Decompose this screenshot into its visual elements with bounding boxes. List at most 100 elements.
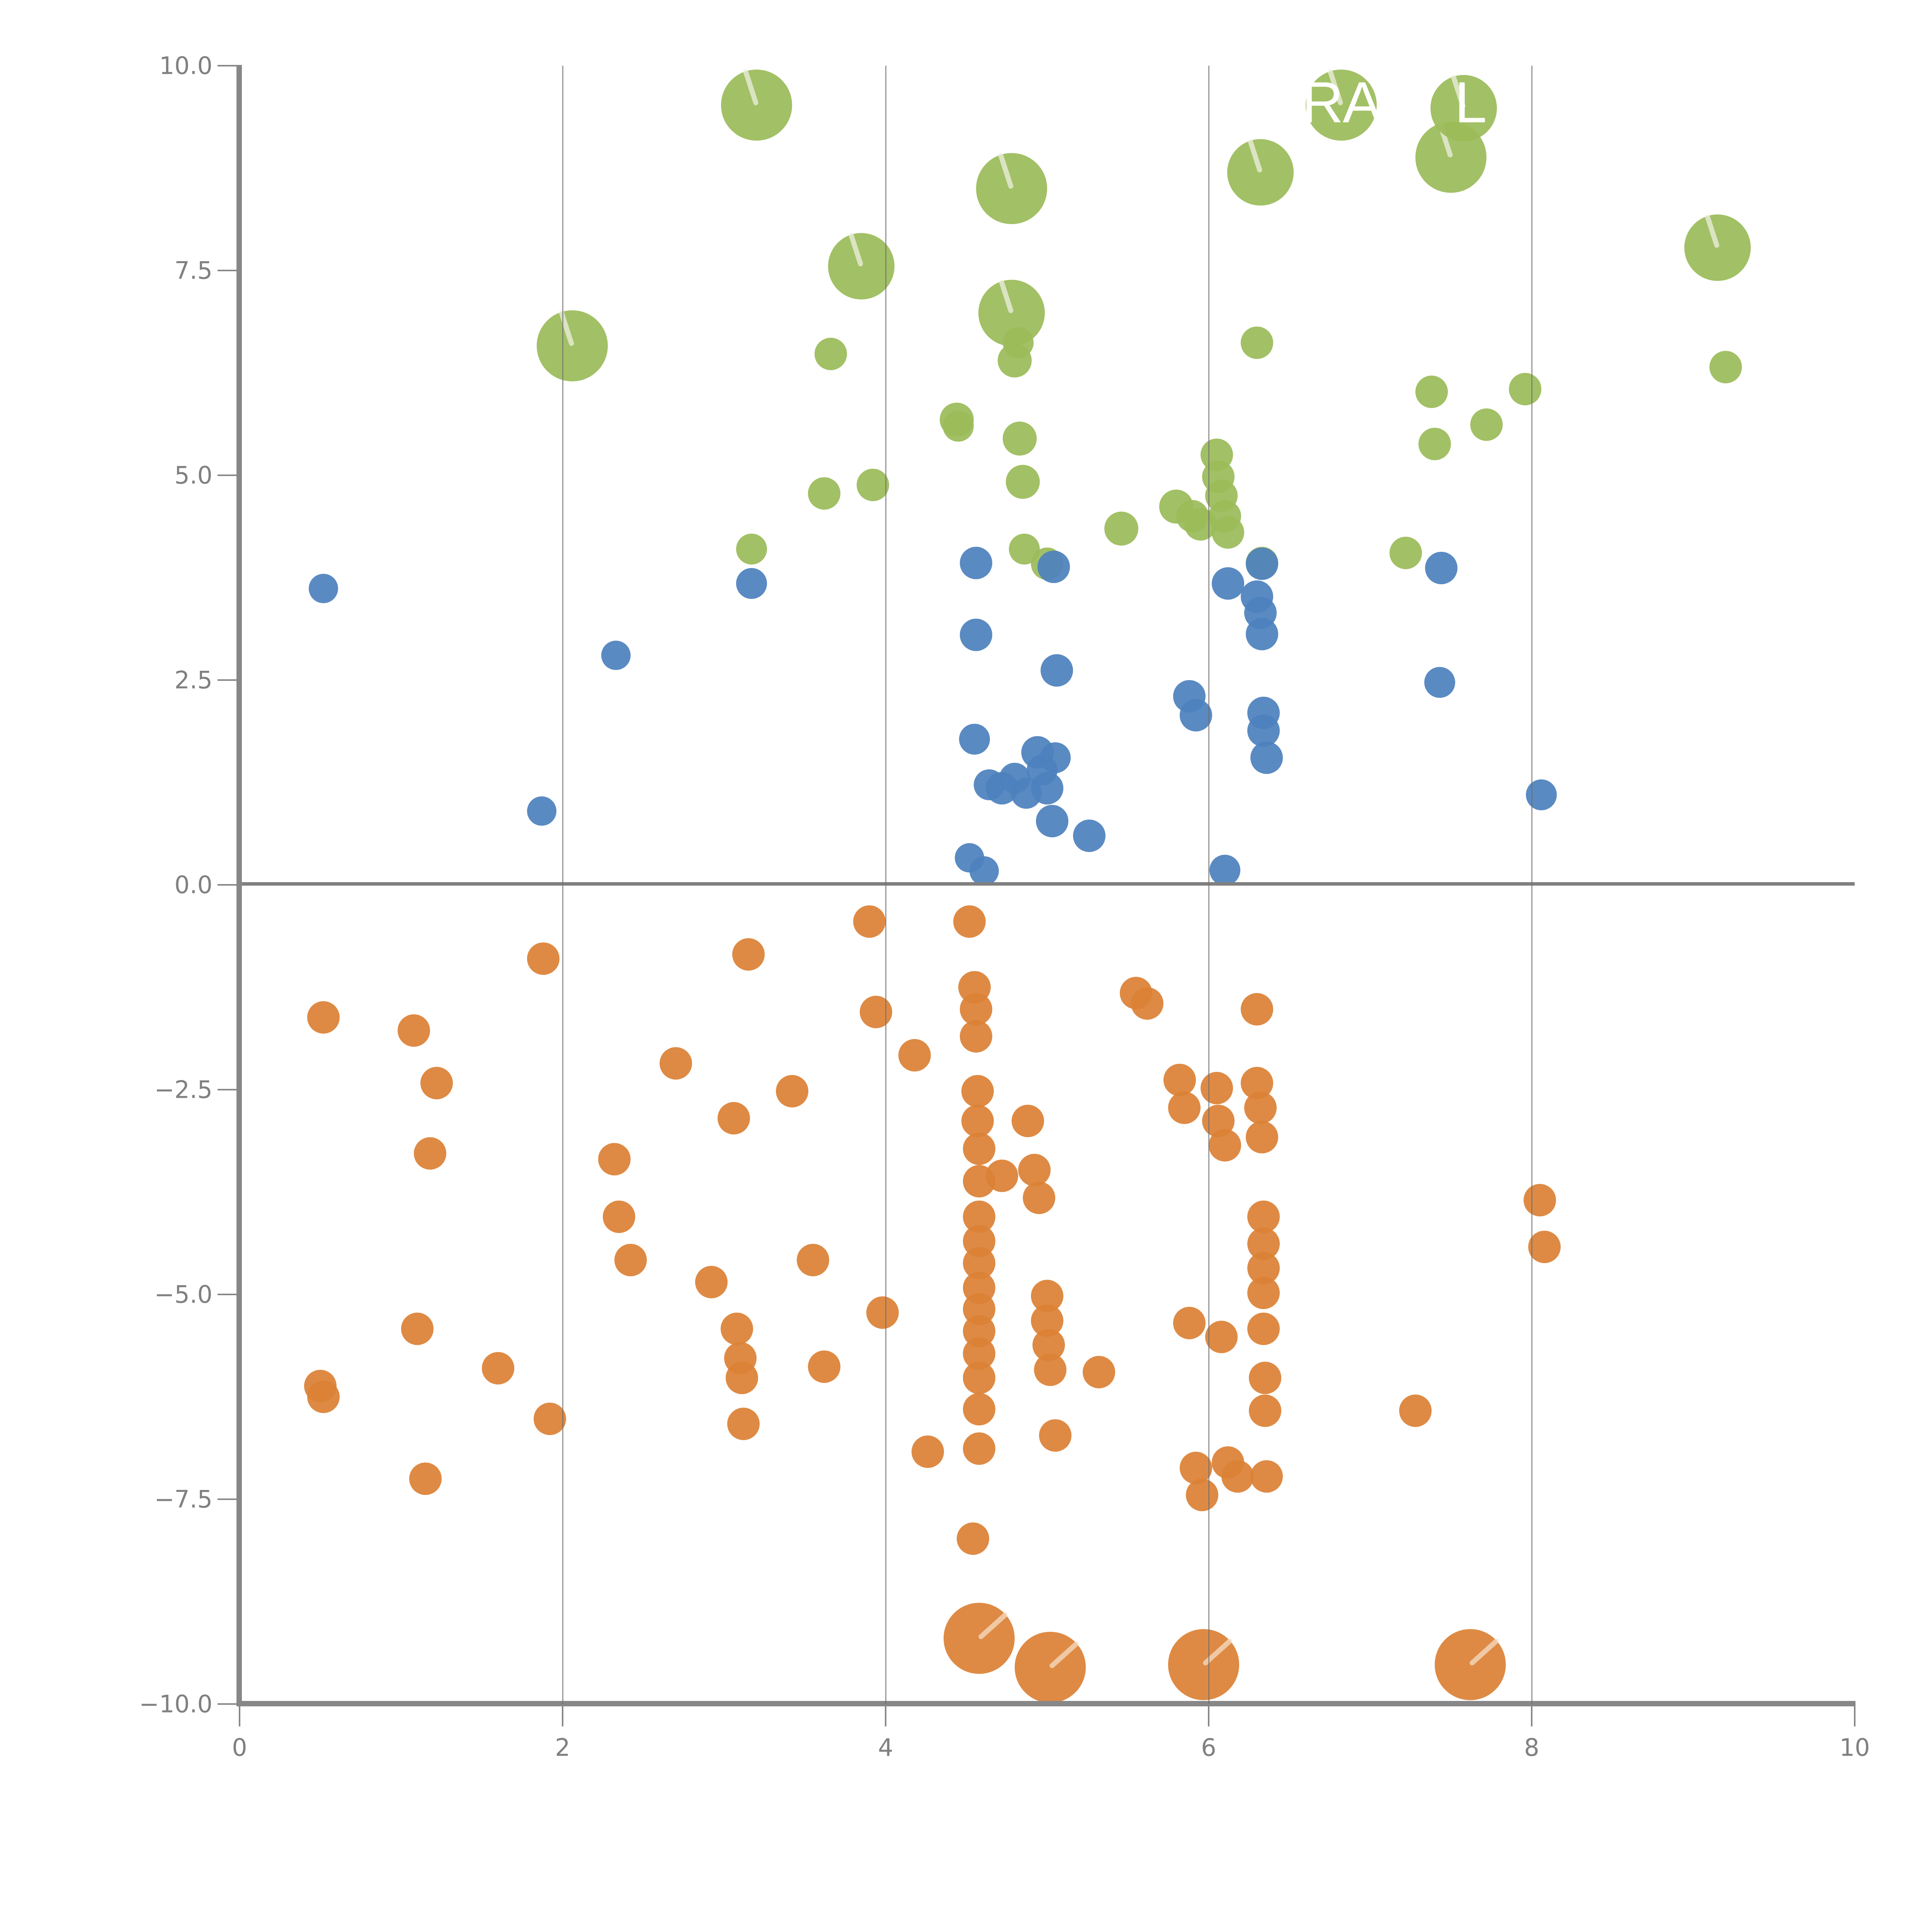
data-point-orange-78 <box>1245 1121 1278 1153</box>
data-point-blue-32 <box>1425 551 1458 584</box>
data-point-blue-2 <box>601 641 631 670</box>
gridline-x-4 <box>885 66 886 1704</box>
data-point-green-13 <box>1002 421 1037 456</box>
x-tick-1 <box>562 1706 563 1726</box>
data-point-orange-74 <box>1221 1460 1254 1493</box>
data-point-orange-14 <box>659 1047 692 1080</box>
data-point-green-32 <box>1418 428 1451 461</box>
data-point-orange-50 <box>985 1159 1018 1192</box>
y-tick-0 <box>218 65 238 66</box>
plot-area: RA L SI <box>240 66 1855 1704</box>
data-point-green-14 <box>1006 464 1040 499</box>
data-point-orange-90 <box>1528 1231 1561 1264</box>
data-point-orange-15 <box>695 1266 728 1299</box>
y-tick-label-5: −2.5 <box>154 1075 213 1104</box>
gridline-x-6 <box>1208 66 1209 1704</box>
data-point-blue-8 <box>969 856 999 886</box>
data-point-green-17 <box>1104 511 1139 546</box>
x-tick-0 <box>239 1706 240 1726</box>
data-point-orange-22 <box>776 1075 808 1108</box>
x-tick-label-0: 0 <box>232 1733 247 1762</box>
data-point-blue-18 <box>1041 654 1073 687</box>
x-tick-label-4: 8 <box>1524 1733 1539 1762</box>
data-point-green-3 <box>808 477 841 510</box>
data-point-green-30 <box>1389 537 1422 570</box>
x-tick-label-2: 4 <box>878 1733 893 1762</box>
data-point-green-37 <box>1684 214 1751 281</box>
y-tick-label-7: −7.5 <box>154 1485 213 1514</box>
data-point-green-2 <box>736 533 767 565</box>
y-tick-label-2: 5.0 <box>174 461 213 490</box>
data-point-orange-83 <box>1247 1313 1280 1345</box>
data-point-orange-20 <box>727 1407 760 1440</box>
y-tick-label-0: 10.0 <box>159 51 213 80</box>
data-point-green-36 <box>1509 373 1542 406</box>
data-point-orange-57 <box>1034 1354 1067 1386</box>
data-point-orange-33 <box>960 1020 993 1053</box>
data-point-orange-75 <box>1241 993 1274 1026</box>
data-point-green-38 <box>1709 351 1742 384</box>
y-tick-3 <box>218 679 238 681</box>
y-tick-label-8: −10.0 <box>139 1690 213 1718</box>
data-point-orange-6 <box>414 1137 447 1170</box>
data-point-orange-87 <box>1399 1395 1432 1427</box>
data-point-orange-49 <box>944 1603 1015 1674</box>
data-point-green-6 <box>856 469 889 502</box>
x-axis-spine <box>236 1701 1855 1706</box>
x-tick-2 <box>885 1706 886 1726</box>
data-point-orange-13 <box>614 1243 647 1276</box>
x-tick-3 <box>1208 1706 1209 1726</box>
data-point-orange-86 <box>1250 1460 1283 1493</box>
data-point-green-12 <box>1002 327 1034 358</box>
data-point-orange-21 <box>732 938 765 971</box>
data-point-orange-60 <box>1082 1356 1115 1389</box>
data-point-orange-47 <box>963 1432 996 1465</box>
data-point-blue-15 <box>1031 772 1063 804</box>
data-point-orange-88 <box>1435 1629 1506 1701</box>
data-point-blue-17 <box>1039 742 1071 774</box>
data-point-orange-64 <box>1168 1091 1201 1124</box>
data-point-orange-69 <box>1200 1071 1233 1104</box>
data-point-orange-48 <box>956 1522 989 1555</box>
data-point-orange-67 <box>1186 1479 1219 1512</box>
data-point-orange-3 <box>398 1014 430 1047</box>
data-point-orange-53 <box>1023 1181 1056 1214</box>
data-point-orange-82 <box>1247 1276 1280 1309</box>
data-point-orange-52 <box>1018 1153 1051 1186</box>
data-point-orange-58 <box>1039 1419 1071 1452</box>
data-point-orange-23 <box>796 1243 829 1276</box>
data-point-orange-11 <box>598 1143 631 1176</box>
data-point-orange-63 <box>1163 1063 1196 1096</box>
data-point-orange-29 <box>911 1435 944 1468</box>
data-point-orange-30 <box>953 905 986 938</box>
data-point-orange-59 <box>1015 1631 1086 1703</box>
data-point-orange-71 <box>1208 1129 1241 1162</box>
data-point-green-4 <box>828 233 895 300</box>
data-point-orange-12 <box>603 1200 636 1233</box>
data-point-blue-6 <box>959 723 990 755</box>
y-tick-2 <box>218 474 238 476</box>
data-point-orange-19 <box>725 1362 758 1395</box>
data-point-orange-28 <box>898 1039 931 1071</box>
data-point-orange-65 <box>1173 1307 1206 1340</box>
data-point-orange-68 <box>1168 1629 1240 1701</box>
data-point-blue-23 <box>1209 854 1240 886</box>
y-tick-label-3: 2.5 <box>174 666 213 694</box>
data-point-orange-8 <box>481 1352 514 1384</box>
data-point-orange-25 <box>853 905 886 938</box>
data-point-green-8 <box>943 410 974 442</box>
data-point-orange-26 <box>859 995 892 1028</box>
data-point-orange-27 <box>866 1296 899 1329</box>
data-marker-layer <box>240 66 1855 1704</box>
data-point-orange-10 <box>533 1403 566 1435</box>
data-point-orange-85 <box>1249 1395 1282 1427</box>
data-point-orange-7 <box>420 1067 453 1100</box>
data-point-orange-35 <box>961 1104 994 1137</box>
x-tick-5 <box>1854 1706 1855 1726</box>
data-point-blue-19 <box>1037 551 1070 583</box>
y-tick-label-6: −5.0 <box>154 1280 213 1309</box>
data-point-orange-4 <box>401 1313 434 1345</box>
data-point-blue-0 <box>309 573 338 603</box>
data-point-orange-34 <box>961 1075 994 1108</box>
